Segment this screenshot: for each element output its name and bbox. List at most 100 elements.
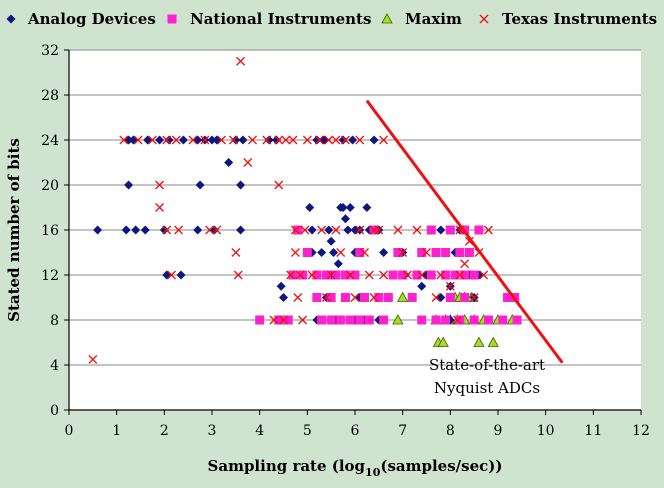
x-axis-label-sub: 10 <box>365 466 381 479</box>
data-point-x <box>290 225 300 235</box>
legend-band <box>0 0 664 36</box>
data-point-square <box>355 315 365 325</box>
data-point-x <box>355 225 365 235</box>
data-point-square <box>293 225 303 235</box>
data-point-square <box>393 248 403 257</box>
data-point-diamond <box>236 225 246 235</box>
x-tick-label: 3 <box>208 423 217 439</box>
data-point-x <box>412 225 422 235</box>
x-marker-stroke <box>431 293 441 302</box>
x-marker-stroke <box>460 259 470 269</box>
data-point-triangle <box>396 291 409 302</box>
data-point-x <box>174 225 184 235</box>
data-point-x <box>402 270 412 280</box>
data-point-x <box>233 270 243 280</box>
data-point-square <box>383 293 393 302</box>
data-point-x <box>236 56 246 66</box>
data-point-diamond <box>176 270 186 280</box>
x-marker-stroke <box>228 135 238 145</box>
x-marker-stroke <box>393 225 403 235</box>
x-marker-stroke <box>355 225 365 235</box>
x-marker-stroke <box>364 270 374 280</box>
data-point-diamond <box>236 180 246 190</box>
data-point-triangle <box>437 336 449 347</box>
data-point-x <box>133 135 143 145</box>
data-point-diamond <box>348 135 358 145</box>
data-point-square <box>312 293 322 302</box>
data-point-x <box>188 135 198 145</box>
x-marker-stroke <box>243 158 253 167</box>
data-point-triangle <box>392 314 404 325</box>
x-marker-stroke <box>302 135 312 145</box>
x-marker-stroke <box>200 135 210 145</box>
data-point-square <box>388 270 398 280</box>
data-point-square <box>426 270 436 280</box>
x-marker-stroke <box>288 135 298 145</box>
x-marker-stroke <box>155 203 165 212</box>
data-point-diamond <box>193 225 203 235</box>
data-point-diamond <box>276 281 286 291</box>
data-point-x <box>469 293 479 302</box>
legend-marker-diamond <box>6 14 16 24</box>
data-point-x <box>331 135 341 145</box>
x-marker-stroke <box>281 135 291 145</box>
x-marker-stroke <box>174 225 184 235</box>
data-point-square <box>426 225 436 235</box>
x-marker-stroke <box>317 225 327 235</box>
data-point-square <box>317 315 327 325</box>
data-point-x <box>262 135 272 145</box>
legend-label-texas-instruments: Texas Instruments <box>502 10 657 28</box>
data-point-square <box>441 315 451 325</box>
data-point-square <box>460 270 470 280</box>
x-marker-stroke <box>88 354 98 364</box>
legend-label-analog-devices: Analog Devices <box>27 10 156 28</box>
data-point-x <box>200 135 210 145</box>
x-marker-stroke <box>231 248 241 257</box>
x-marker-stroke <box>269 315 279 325</box>
y-tick-label: 8 <box>50 313 59 329</box>
data-point-x <box>431 293 441 302</box>
y-tick-label: 16 <box>41 223 59 239</box>
x-marker-stroke <box>341 135 350 145</box>
x-marker-stroke <box>274 180 284 190</box>
data-point-diamond <box>317 248 327 257</box>
x-marker-stroke <box>422 248 431 257</box>
y-axis-label: Stated number of bits <box>5 138 23 322</box>
data-point-diamond <box>264 135 274 145</box>
data-point-square <box>360 293 370 302</box>
data-point-square <box>464 248 474 257</box>
data-point-x <box>295 270 305 280</box>
data-point-x <box>453 315 462 325</box>
x-marker-stroke <box>205 225 215 235</box>
data-point-square <box>298 270 308 280</box>
legend-item-texas-instruments: Texas Instruments <box>479 10 657 28</box>
data-point-x <box>155 180 165 190</box>
data-point-x <box>243 158 253 167</box>
data-point-x <box>288 135 298 145</box>
legend-label-national-instruments: National Instruments <box>190 10 371 28</box>
data-point-square <box>407 293 417 302</box>
x-marker-stroke <box>290 225 300 235</box>
x-marker-stroke <box>360 248 369 257</box>
x-tick-label: 4 <box>255 423 264 439</box>
x-tick-label: 8 <box>446 423 455 439</box>
data-point-square <box>345 315 355 325</box>
data-point-x <box>326 270 336 280</box>
data-point-triangle <box>473 336 485 347</box>
x-marker-stroke <box>455 270 465 280</box>
x-marker-stroke <box>479 14 489 24</box>
x-marker-stroke <box>262 135 272 145</box>
data-point-square <box>441 248 451 257</box>
data-point-x <box>336 248 346 257</box>
data-point-x <box>364 270 374 280</box>
x-marker-stroke <box>350 293 360 302</box>
annotation-line-1: State-of-the-art <box>429 356 545 374</box>
data-point-diamond <box>305 203 315 212</box>
data-point-x <box>119 135 129 145</box>
legend: Analog Devices National Instruments Maxi… <box>6 10 657 28</box>
x-marker-stroke <box>286 270 296 280</box>
data-point-diamond <box>178 135 188 145</box>
data-point-x <box>374 225 384 235</box>
data-point-x <box>393 225 403 235</box>
data-point-diamond <box>231 135 241 145</box>
